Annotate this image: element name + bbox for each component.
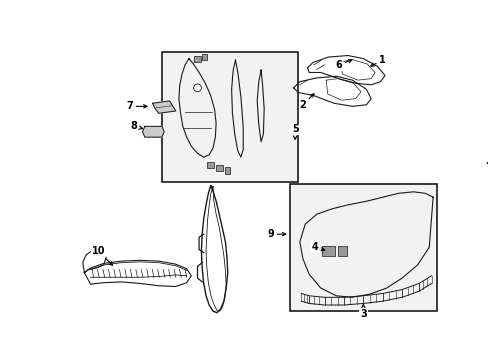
Text: 1: 1 bbox=[370, 55, 386, 66]
Text: 2: 2 bbox=[299, 94, 313, 110]
Text: 6: 6 bbox=[486, 152, 488, 164]
Bar bbox=[162, 53, 297, 182]
Text: 5: 5 bbox=[291, 125, 298, 139]
Text: 7: 7 bbox=[126, 101, 147, 111]
Text: 10: 10 bbox=[91, 246, 112, 265]
Text: 8: 8 bbox=[130, 121, 142, 131]
Text: 4: 4 bbox=[310, 242, 324, 252]
Bar bbox=[224, 167, 230, 174]
Polygon shape bbox=[152, 101, 176, 113]
Bar bbox=[321, 246, 335, 256]
Bar bbox=[289, 184, 436, 311]
Polygon shape bbox=[142, 126, 164, 137]
Text: 9: 9 bbox=[266, 229, 285, 239]
Bar bbox=[215, 165, 222, 171]
Bar bbox=[202, 54, 207, 60]
Text: 6: 6 bbox=[334, 59, 351, 70]
Bar bbox=[337, 246, 346, 256]
Text: 3: 3 bbox=[359, 305, 366, 319]
Bar bbox=[207, 162, 214, 168]
Bar bbox=[194, 55, 201, 62]
